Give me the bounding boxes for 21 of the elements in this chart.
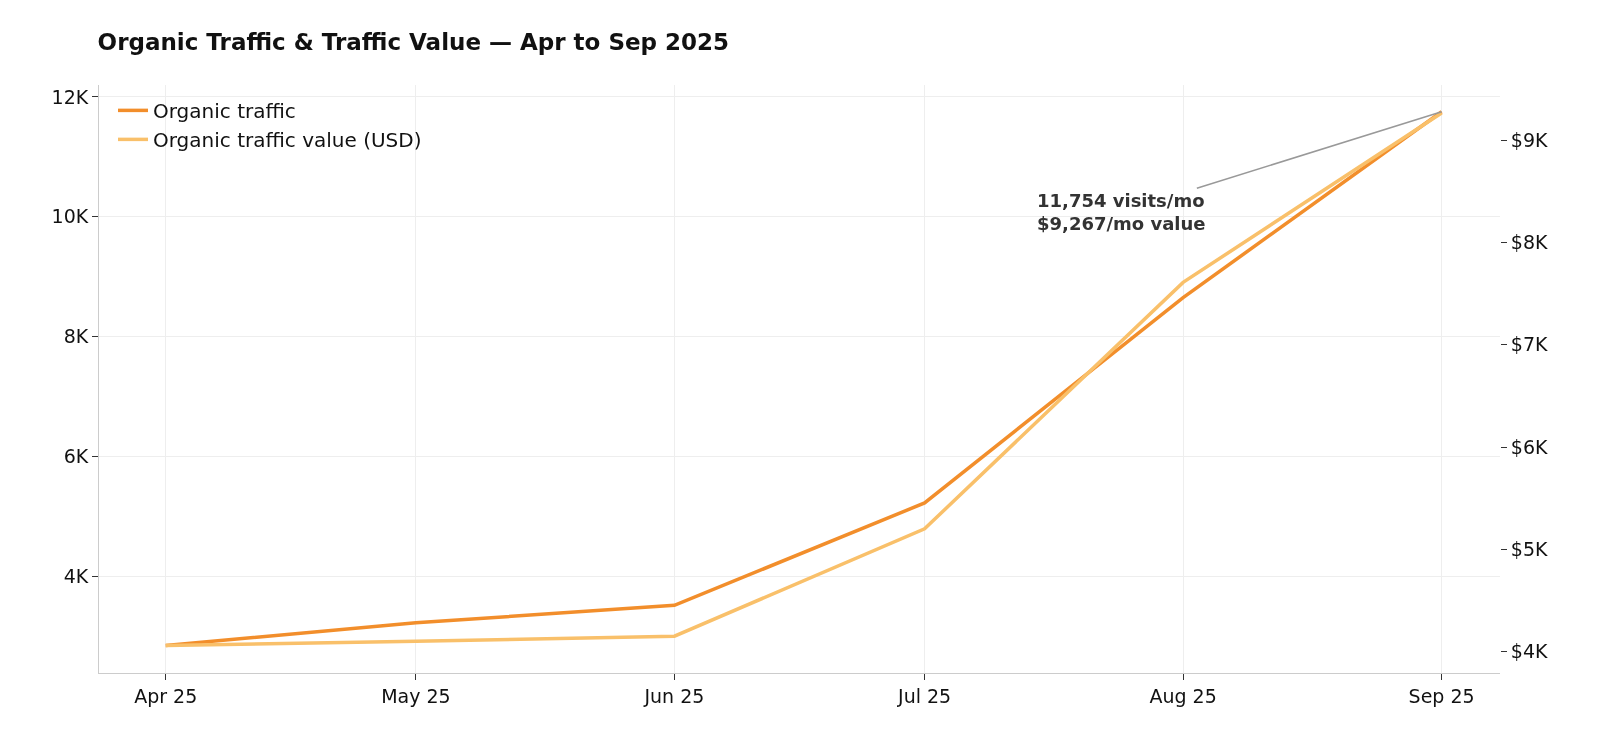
y-tick-label: 4K [63,564,89,587]
x-tick-label: Jun 25 [643,684,705,707]
x-tick-label: Apr 25 [134,684,198,707]
y2-tick-label: $9K [1510,128,1548,151]
annotation: 11,754 visits/mo $9,267/mo value [1037,190,1206,235]
x-tick-label: Sep 25 [1408,684,1475,707]
y2-tick-label: $4K [1510,640,1548,663]
x-tick-label: Aug 25 [1149,684,1217,707]
x-tick-label: May 25 [381,684,451,707]
y-tick-label: 12K [51,85,89,108]
legend-label: Organic traffic [153,99,296,124]
legend-label: Organic traffic value (USD) [153,128,422,153]
y2-tick-label: $7K [1510,333,1548,356]
chart-title: Organic Traffic & Traffic Value — Apr to Sep 2025 [97,28,730,55]
y-tick-label: 6K [63,444,89,467]
x-tick-label: Jul 25 [897,684,952,707]
y-tick-label: 8K [63,325,89,348]
y2-tick-label: $5K [1510,537,1548,560]
y2-tick-label: $6K [1510,435,1548,458]
y-tick-label: 10K [51,205,89,228]
y2-tick-label: $8K [1510,231,1548,254]
